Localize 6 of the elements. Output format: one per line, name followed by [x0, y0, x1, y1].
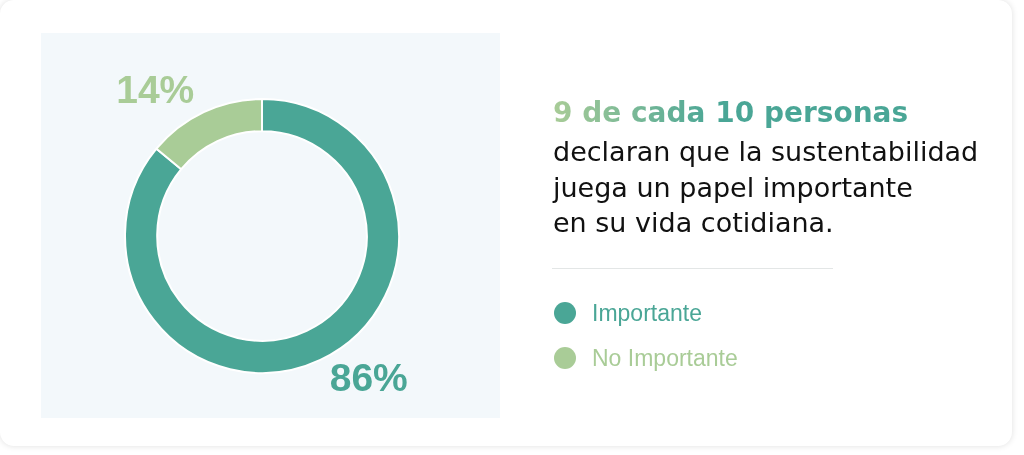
- legend-label: Importante: [592, 299, 702, 328]
- text: 9 de cada 10 personas: [553, 96, 909, 130]
- legend-label: No Importante: [592, 343, 738, 373]
- text: declaran que la sustentabilidad juega un papel importante en su vida cotidiana.: [553, 135, 979, 240]
- data-label: 86%: [329, 355, 408, 399]
- data-label: 14%: [116, 67, 195, 111]
